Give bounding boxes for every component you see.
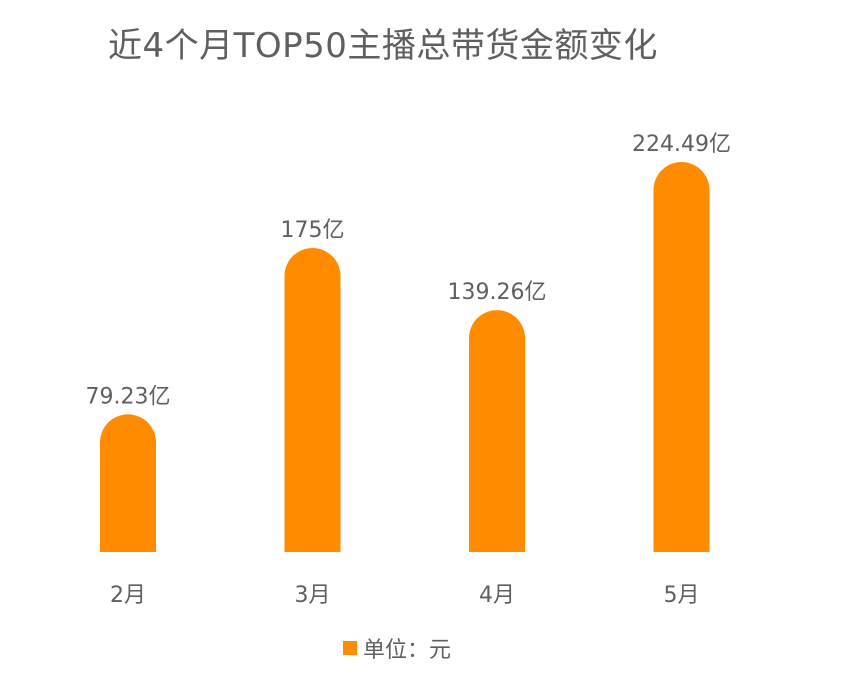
data-label-4: 224.49亿 xyxy=(632,132,731,157)
data-label-1: 79.23亿 xyxy=(86,384,171,409)
legend-swatch xyxy=(343,641,357,655)
data-label-3: 139.26亿 xyxy=(448,280,547,305)
bar-3 xyxy=(469,310,525,552)
bar-1 xyxy=(100,414,156,552)
bar-4 xyxy=(653,162,710,553)
chart-title: 近4个月TOP50主播总带货金额变化 xyxy=(108,26,658,66)
data-label-2: 175亿 xyxy=(281,218,345,243)
legend: 单位：元 xyxy=(343,632,451,664)
category-label-4: 5月 xyxy=(664,583,700,608)
bar-2 xyxy=(284,247,341,553)
legend-label: 单位：元 xyxy=(363,638,452,663)
category-label-2: 3月 xyxy=(295,583,331,608)
category-label-3: 4月 xyxy=(479,583,515,608)
category-label-1: 2月 xyxy=(110,583,146,608)
